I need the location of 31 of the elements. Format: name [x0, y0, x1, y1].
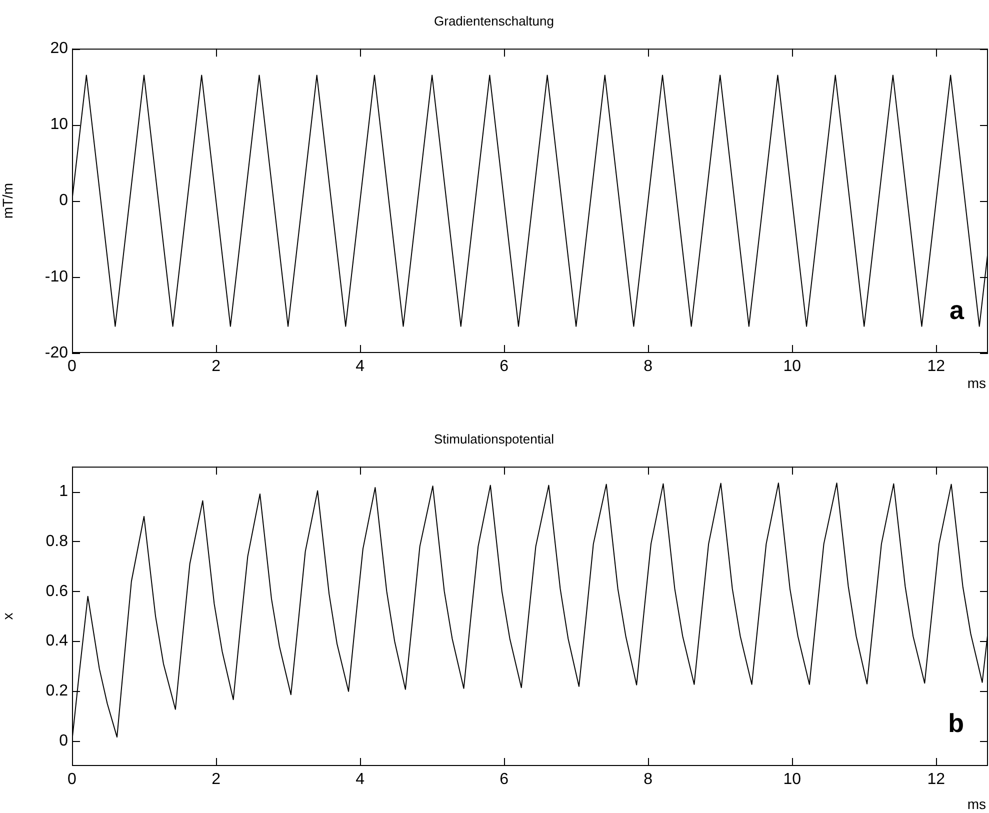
y-tick-label: 0.8	[46, 532, 68, 550]
x-tick-label: 6	[500, 358, 509, 376]
annotation: a	[950, 295, 965, 325]
x-tick-label: 4	[356, 771, 365, 788]
x-tick-label: 4	[356, 358, 365, 376]
x-tick-label: 6	[500, 771, 509, 788]
x-tick-label: 10	[783, 358, 802, 376]
y-tick-label: 20	[50, 40, 68, 58]
y-tick-label: 0.4	[46, 632, 68, 650]
x-axis-title: ms	[967, 796, 986, 812]
y-tick-label: -20	[44, 344, 68, 362]
annotation: b	[948, 708, 964, 738]
y-tick-label: 0	[59, 732, 68, 750]
x-axis-title: ms	[967, 374, 986, 391]
x-tick-label: 8	[644, 771, 653, 788]
x-tick-label: 12	[927, 771, 946, 788]
y-axis-title: mT/m	[0, 182, 16, 219]
y-tick-label: 10	[50, 116, 68, 134]
y-tick-label: 0.6	[46, 582, 68, 600]
x-tick-label: 10	[783, 771, 802, 788]
y-tick-label: 1	[59, 482, 68, 500]
x-tick-label: 8	[644, 358, 653, 376]
chart-title: Gradientenschaltung	[434, 13, 554, 28]
chart-title: Stimulationspotential	[434, 431, 554, 446]
x-tick-label: 2	[212, 771, 221, 788]
y-tick-label: 0.2	[46, 682, 68, 700]
y-tick-label: -10	[44, 268, 68, 286]
y-tick-label: 0	[59, 192, 68, 210]
x-tick-label: 12	[927, 358, 946, 376]
x-tick-label: 2	[212, 358, 221, 376]
y-axis-title: x	[0, 612, 16, 620]
